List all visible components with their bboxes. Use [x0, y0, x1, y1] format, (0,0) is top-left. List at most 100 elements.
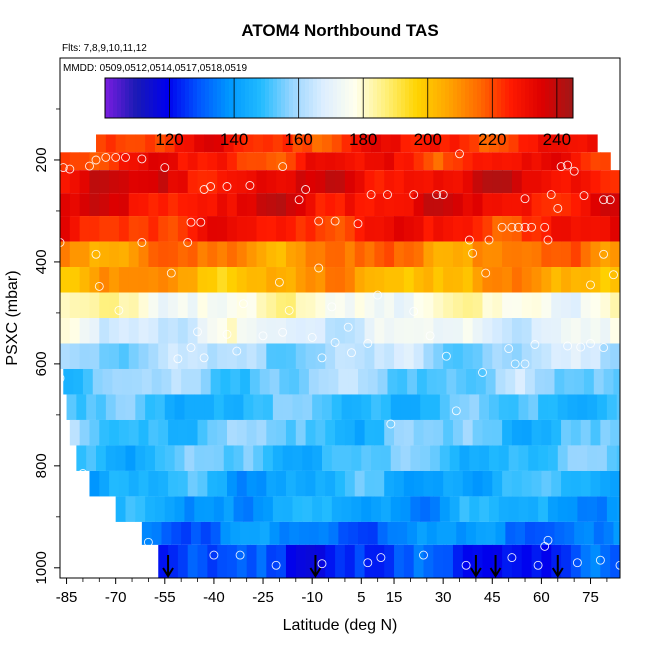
- heatmap-cell: [358, 368, 369, 395]
- colorbar-swatch: [205, 78, 210, 118]
- heatmap-cell: [240, 521, 251, 545]
- heatmap-cell: [394, 318, 405, 344]
- heatmap-cell: [403, 318, 415, 344]
- colorbar-swatch: [217, 78, 222, 118]
- colorbar-swatch: [385, 78, 390, 118]
- heatmap-cell: [138, 470, 150, 497]
- heatmap-cell: [145, 394, 156, 420]
- heatmap-cell: [495, 521, 506, 545]
- heatmap-cell: [276, 170, 287, 194]
- heatmap-cell: [187, 419, 199, 446]
- heatmap-cell: [223, 496, 235, 522]
- heatmap-cell: [521, 152, 533, 171]
- colorbar-swatch: [465, 78, 470, 118]
- profile-point: [209, 550, 219, 560]
- profile-point: [530, 340, 540, 349]
- down-arrow-head: [551, 567, 564, 578]
- heatmap-cell: [489, 445, 500, 471]
- heatmap-cell: [217, 470, 228, 497]
- heatmap-cell: [240, 368, 251, 395]
- heatmap-cell: [616, 445, 620, 471]
- colorbar-swatch: [549, 78, 554, 118]
- heatmap-cell: [361, 134, 372, 153]
- heatmap-cell: [69, 318, 81, 344]
- x-tick-label: 60: [533, 589, 550, 606]
- heatmap-cell: [276, 216, 287, 242]
- heatmap-cell: [502, 544, 513, 578]
- heatmap-cell: [89, 170, 100, 194]
- heatmap-cell: [89, 470, 100, 497]
- heatmap-cell: [128, 193, 140, 217]
- heatmap-cell: [227, 292, 238, 318]
- flights-note: Flts: 7,8,9,10,11,12: [62, 43, 147, 54]
- heatmap-cell: [515, 521, 526, 545]
- heatmap-cell: [174, 496, 186, 522]
- heatmap-cell: [423, 170, 434, 194]
- heatmap-cell: [341, 134, 353, 153]
- heatmap-cell: [492, 216, 503, 242]
- heatmap-cell: [570, 170, 582, 194]
- heatmap-cell: [466, 521, 477, 545]
- heatmap-cell: [384, 241, 395, 268]
- heatmap-cell: [505, 521, 516, 545]
- heatmap-cell: [521, 343, 533, 369]
- colorbar-swatch: [209, 78, 214, 118]
- heatmap-cell: [112, 368, 123, 395]
- heatmap-cell: [502, 267, 513, 293]
- heatmap-cell: [243, 394, 254, 420]
- colorbar-frame: [104, 77, 574, 119]
- heatmap-cell: [184, 496, 195, 522]
- heatmap-cell: [410, 496, 421, 522]
- heatmap-cell: [361, 496, 372, 522]
- heatmap-cell: [580, 170, 592, 194]
- heatmap-cell: [79, 152, 91, 171]
- profile-point: [94, 281, 104, 291]
- heatmap-cell: [443, 267, 454, 293]
- heatmap-layer: [96, 134, 598, 153]
- colorbar-swatch: [533, 78, 538, 118]
- profile-point: [206, 182, 216, 191]
- heatmap-cell: [79, 292, 91, 318]
- heatmap-cell: [315, 170, 326, 194]
- heatmap-cell: [312, 134, 323, 153]
- heatmap-cell: [285, 216, 297, 242]
- heatmap-cell: [118, 343, 130, 369]
- heatmap-cell: [344, 544, 356, 578]
- profile-point: [343, 322, 353, 332]
- heatmap-cell: [561, 170, 572, 194]
- heatmap-cell: [315, 193, 326, 217]
- heatmap-cell: [69, 267, 81, 293]
- heatmap-cell: [233, 445, 244, 471]
- heatmap-cell: [335, 216, 346, 242]
- heatmap-cell: [374, 292, 385, 318]
- heatmap-cell: [374, 241, 385, 268]
- colorbar-swatch: [493, 78, 498, 118]
- heatmap-cell: [302, 394, 313, 420]
- heatmap-cell: [400, 134, 411, 153]
- heatmap-cell: [168, 241, 179, 268]
- heatmap-cell: [551, 241, 562, 268]
- heatmap-layer: [158, 544, 620, 578]
- heatmap-cell: [305, 292, 317, 318]
- profile-point: [278, 327, 288, 337]
- heatmap-cell: [600, 152, 611, 171]
- heatmap-cell: [610, 292, 620, 318]
- heatmap-cell: [325, 318, 336, 344]
- heatmap-cell: [148, 193, 159, 217]
- heatmap-cell: [177, 241, 189, 268]
- heatmap-cell: [335, 193, 346, 217]
- heatmap-cell: [521, 193, 533, 217]
- heatmap-cell: [384, 419, 395, 446]
- heatmap-cell: [413, 318, 425, 344]
- heatmap-cell: [511, 544, 523, 578]
- heatmap-cell: [86, 445, 97, 471]
- heatmap-cell: [187, 318, 199, 344]
- heatmap-cell: [433, 470, 444, 497]
- heatmap-cell: [60, 170, 71, 194]
- heatmap-cell: [99, 216, 110, 242]
- down-arrow-icon: [489, 555, 502, 578]
- heatmap-cell: [511, 267, 523, 293]
- heatmap-cell: [541, 216, 552, 242]
- colorbar-swatch: [433, 78, 438, 118]
- heatmap-cell: [430, 496, 441, 522]
